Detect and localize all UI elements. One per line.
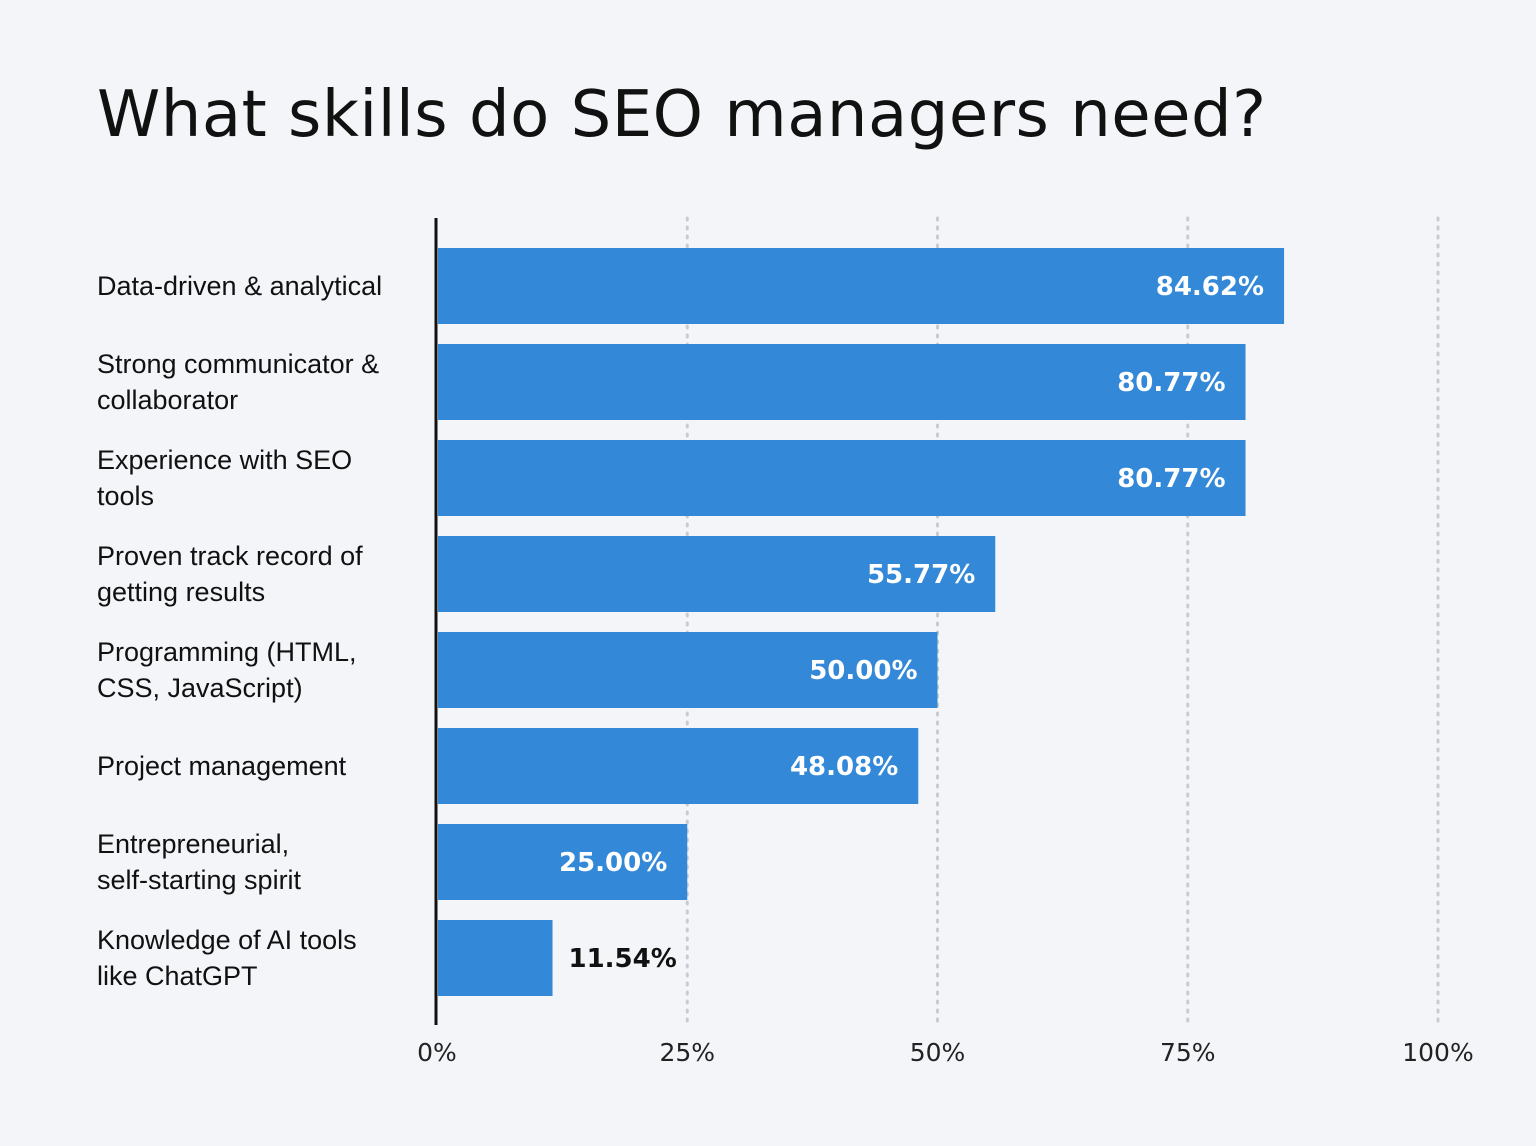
x-axis-ticks: 0% 25% 50% 75% 100% bbox=[417, 1038, 1474, 1067]
x-tick-label: 0% bbox=[417, 1038, 457, 1067]
category-label-line: Project management bbox=[97, 751, 347, 781]
x-tick-label: 75% bbox=[1160, 1038, 1216, 1067]
category-label: Proven track record of getting results bbox=[97, 541, 363, 607]
category-label: Experience with SEO tools bbox=[97, 445, 352, 511]
x-tick-label: 100% bbox=[1402, 1038, 1473, 1067]
category-label-line: Programming (HTML, bbox=[97, 637, 357, 667]
value-label: 25.00% bbox=[559, 848, 667, 878]
category-label-line: Knowledge of AI tools bbox=[97, 925, 357, 955]
category-labels: Data-driven & analytical Strong communica… bbox=[97, 271, 382, 991]
category-label-line: Experience with SEO bbox=[97, 445, 352, 475]
category-label-line: Entrepreneurial, bbox=[97, 829, 289, 859]
gridlines bbox=[685, 216, 1440, 1027]
category-label-line: Data-driven & analytical bbox=[97, 271, 382, 301]
chart-title: What skills do SEO managers need? bbox=[97, 78, 1267, 152]
category-label-line: CSS, JavaScript) bbox=[97, 673, 303, 703]
bar bbox=[438, 248, 1285, 324]
category-label-line: like ChatGPT bbox=[97, 961, 258, 991]
bar bbox=[438, 728, 919, 804]
category-label-line: Proven track record of bbox=[97, 541, 363, 571]
value-label: 50.00% bbox=[809, 656, 917, 686]
bar bbox=[438, 920, 553, 996]
category-label: Strong communicator & collaborator bbox=[97, 349, 379, 415]
value-label: 11.54% bbox=[569, 944, 677, 974]
value-label: 48.08% bbox=[790, 752, 898, 782]
category-label: Entrepreneurial, self-starting spirit bbox=[97, 829, 302, 895]
value-label: 80.77% bbox=[1117, 368, 1225, 398]
value-labels: 84.62% 80.77% 80.77% 55.77% 50.00% 48.08% 25.0… bbox=[559, 272, 1264, 974]
bar bbox=[438, 536, 996, 612]
bar bbox=[438, 632, 938, 708]
x-tick-label: 25% bbox=[659, 1038, 715, 1067]
bar bbox=[438, 344, 1246, 420]
category-label-line: collaborator bbox=[97, 385, 238, 415]
value-label: 80.77% bbox=[1117, 464, 1225, 494]
category-label-line: tools bbox=[97, 481, 154, 511]
value-label: 55.77% bbox=[867, 560, 975, 590]
category-label: Programming (HTML, CSS, JavaScript) bbox=[97, 637, 357, 703]
category-label-line: Strong communicator & bbox=[97, 349, 379, 379]
category-label: Knowledge of AI tools like ChatGPT bbox=[97, 925, 357, 991]
x-tick-label: 50% bbox=[910, 1038, 966, 1067]
bars bbox=[438, 248, 1285, 996]
category-label: Data-driven & analytical bbox=[97, 271, 382, 301]
category-label: Project management bbox=[97, 751, 347, 781]
bar bbox=[438, 824, 688, 900]
category-label-line: getting results bbox=[97, 577, 265, 607]
bar bbox=[438, 440, 1246, 516]
value-label: 84.62% bbox=[1156, 272, 1264, 302]
category-label-line: self-starting spirit bbox=[97, 865, 302, 895]
